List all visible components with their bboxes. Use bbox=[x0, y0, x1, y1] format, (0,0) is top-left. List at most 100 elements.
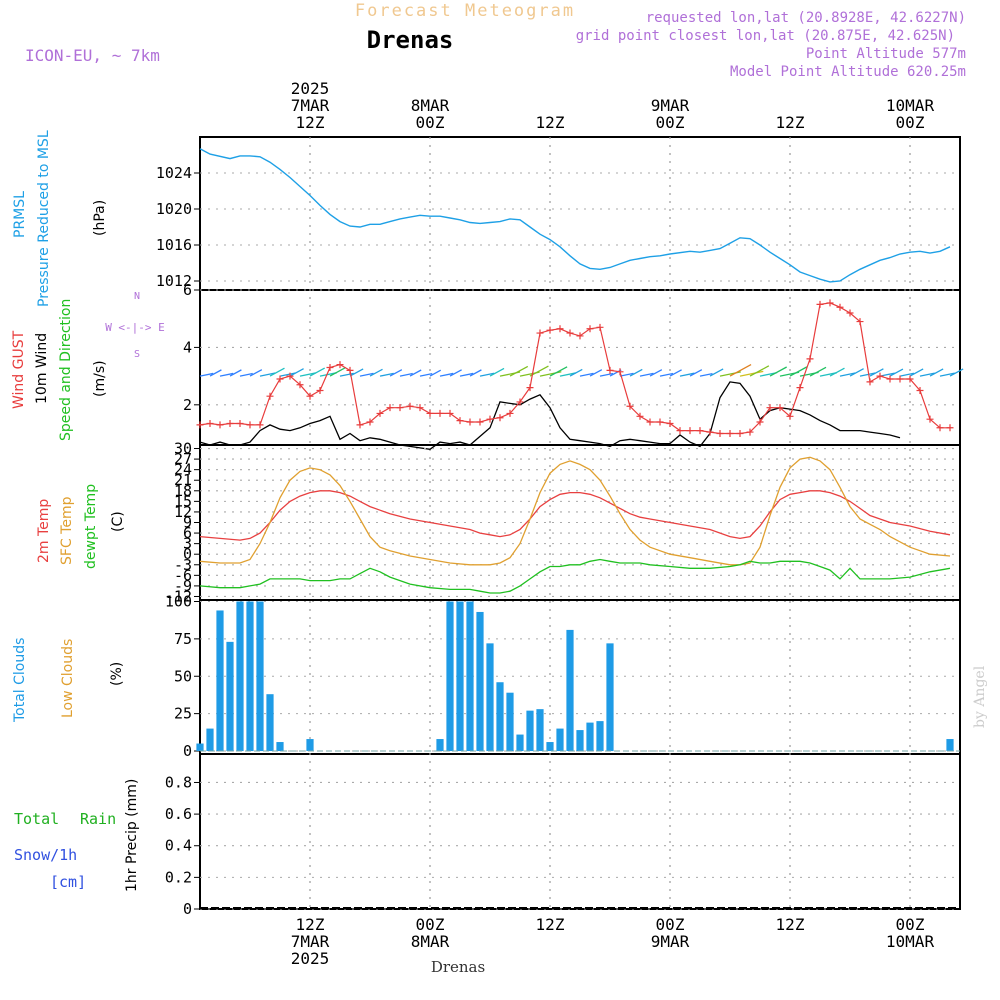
cloud-bar bbox=[526, 710, 534, 752]
top-time-label: 9MAR bbox=[651, 96, 690, 115]
gust-marker bbox=[646, 418, 654, 426]
gust-marker bbox=[706, 428, 714, 436]
temp-tick-label: 0 bbox=[183, 545, 192, 563]
cloud-bar bbox=[226, 641, 234, 752]
wind-direction-arrow bbox=[289, 368, 304, 377]
gust-marker bbox=[436, 409, 444, 417]
cloud-bar bbox=[586, 722, 594, 752]
wind-direction-arrow bbox=[299, 372, 316, 377]
credit: by Angel bbox=[972, 665, 988, 728]
wind-direction-arrow bbox=[919, 372, 935, 377]
wind-direction-arrow bbox=[649, 369, 663, 377]
gust-marker bbox=[676, 427, 684, 435]
wind-direction-arrow bbox=[689, 369, 703, 377]
cloud-bar bbox=[516, 734, 524, 752]
wind-direction-arrow bbox=[349, 368, 364, 377]
temp-tick-label: 12 bbox=[174, 503, 192, 521]
gust-marker bbox=[416, 404, 424, 412]
precip-tick-label: 0.4 bbox=[165, 837, 192, 855]
grid-coords: grid point closest lon,lat (20.875E, 42.… bbox=[576, 28, 955, 44]
gust-marker bbox=[366, 418, 374, 426]
cloud-bar bbox=[946, 739, 954, 752]
gust-marker bbox=[306, 392, 314, 400]
sfc-label: SFC Temp bbox=[59, 496, 75, 565]
clouds-tick-label: 50 bbox=[174, 667, 192, 685]
bottom-time-label: 7MAR bbox=[291, 932, 330, 951]
bottom-time-label: 10MAR bbox=[886, 932, 935, 951]
bottom-time-label: 12Z bbox=[776, 915, 805, 934]
model-altitude: Model Point Altitude 620.25m bbox=[730, 64, 966, 80]
precip-unit: 1hr Precip (mm) bbox=[124, 779, 140, 892]
wind-direction-arrow bbox=[259, 372, 276, 377]
gust-marker bbox=[346, 366, 354, 374]
temp-tick-label: 30 bbox=[174, 440, 192, 458]
gust-marker bbox=[386, 404, 394, 412]
wind-direction-arrow bbox=[379, 372, 394, 377]
wind10m-line bbox=[199, 381, 901, 450]
gust-marker bbox=[896, 375, 904, 383]
gust-marker bbox=[526, 384, 534, 392]
point-altitude: Point Altitude 577m bbox=[806, 46, 966, 62]
pressure-tick-label: 1020 bbox=[156, 200, 192, 218]
wind-direction-arrow bbox=[679, 372, 695, 377]
wind-direction-arrow bbox=[639, 372, 654, 377]
cloud-bar bbox=[536, 709, 544, 752]
wind-direction-arrow bbox=[729, 364, 752, 377]
compass-n: N bbox=[134, 291, 140, 302]
temp-unit: (C) bbox=[110, 511, 126, 532]
gust-marker bbox=[376, 409, 384, 417]
cloud-bar bbox=[206, 728, 214, 752]
gust-marker bbox=[276, 375, 284, 383]
gust-marker bbox=[296, 381, 304, 389]
compass-s: S bbox=[134, 349, 140, 360]
wind-direction-arrow bbox=[309, 367, 326, 377]
temp-tick-label: 21 bbox=[174, 471, 192, 489]
temp-tick-label: -3 bbox=[174, 556, 192, 574]
gust-marker bbox=[656, 418, 664, 426]
cloud-bar bbox=[436, 739, 444, 752]
gust-marker bbox=[516, 398, 524, 406]
gust-marker bbox=[556, 325, 564, 333]
gust-marker bbox=[886, 375, 894, 383]
snow-unit: [cm] bbox=[50, 873, 86, 891]
wind-direction-arrow bbox=[659, 372, 674, 377]
cloud-bar bbox=[236, 601, 244, 752]
gust-label: Wind GUST bbox=[11, 330, 27, 409]
temp-tick-label: 6 bbox=[183, 524, 192, 542]
temp-tick-label: -9 bbox=[174, 577, 192, 595]
wind-direction-arrow bbox=[559, 372, 576, 377]
wind-direction-arrow bbox=[909, 368, 924, 377]
clouds-tick-label: 100 bbox=[165, 592, 192, 610]
gust-marker bbox=[686, 427, 694, 435]
wind-direction-arrow bbox=[459, 372, 474, 377]
gust-marker bbox=[666, 419, 674, 427]
gust-marker bbox=[946, 424, 954, 432]
cloud-bar bbox=[446, 601, 454, 752]
wind-direction-arrow bbox=[469, 369, 482, 377]
gust-marker bbox=[206, 419, 214, 427]
wind-direction-arrow bbox=[369, 368, 383, 377]
wind-direction-arrow bbox=[889, 368, 904, 377]
cloud-bar bbox=[546, 742, 554, 752]
gust-marker bbox=[616, 368, 624, 376]
gust-marker bbox=[936, 424, 944, 432]
cloud-bar bbox=[576, 730, 584, 752]
top-time-label: 12Z bbox=[536, 113, 565, 132]
wind-direction-arrow bbox=[949, 368, 964, 377]
rain-label: Rain bbox=[80, 810, 116, 828]
wind-direction-arrow bbox=[739, 370, 764, 377]
top-time-label: 00Z bbox=[656, 113, 685, 132]
wind-direction-arrow bbox=[439, 372, 454, 377]
gust-marker bbox=[866, 378, 874, 386]
wind-direction-arrow bbox=[329, 366, 347, 377]
wind-direction-arrow bbox=[839, 372, 856, 377]
wind-direction-arrow bbox=[489, 367, 505, 377]
gust-marker bbox=[726, 430, 734, 438]
gust-marker bbox=[396, 404, 404, 412]
gust-marker bbox=[786, 412, 794, 420]
cloud-bar bbox=[506, 692, 514, 752]
gust-marker bbox=[766, 404, 774, 412]
wind-unit: (m/s) bbox=[92, 360, 108, 397]
cloud-bar bbox=[466, 601, 474, 752]
